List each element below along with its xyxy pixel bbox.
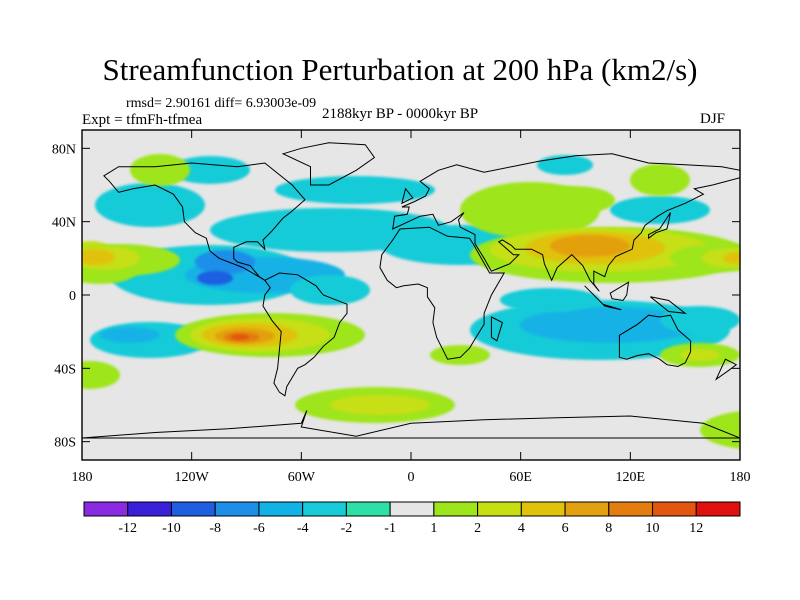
x-axis: 180 120W 60W 0 60E 120E 180 [72,130,751,485]
contour-region [537,155,593,175]
contour-region [630,164,690,196]
colorbar-label: -4 [297,521,309,536]
coastlines [82,142,740,439]
coastline [584,285,622,311]
colorbar-label: 4 [518,521,525,536]
colorbar-label: 10 [646,521,660,536]
contour-fields [82,154,740,449]
contour-region [290,275,370,305]
coastline [82,410,740,439]
contour-region [100,327,160,343]
x-tick-label: 120E [616,470,646,485]
coastline [392,153,740,292]
contour-region [723,252,740,264]
chart-title: Streamfunction Perturbation at 200 hPa (… [102,52,698,87]
colorbar-swatch [608,501,654,517]
y-tick-label: 40S [54,362,76,377]
contour-region [330,395,430,415]
coastline [648,212,671,240]
contour-region [82,249,115,265]
coastline [714,358,738,381]
colorbar-swatch [258,501,304,517]
colorbar-swatch [302,501,347,517]
colorbar-swatch [564,501,610,517]
y-tick-label: 0 [69,289,76,304]
colorbar-swatch [695,501,741,517]
x-tick-label: 180 [730,470,751,485]
colorbar-swatch [127,501,172,517]
coastline [490,316,503,342]
coastline [262,272,348,397]
colorbar-label: -10 [162,521,181,536]
x-tick-label: 180 [72,470,93,485]
colorbar-swatch [477,501,522,517]
experiment-label: Expt = tfmFh-tfmea [82,112,203,128]
colorbar-label: 6 [562,521,569,536]
x-tick-label: 60E [509,470,532,485]
colorbar-swatch [520,501,566,517]
y-tick-label: 40N [52,216,76,231]
contour-region [680,349,720,361]
colorbar-swatch [389,501,435,517]
contour-region [231,334,249,340]
contour-region [95,183,205,227]
colorbar-swatch [83,501,129,517]
colorbar-swatch [345,501,391,517]
period-label: 2188kyr BP - 0000kyr BP [322,106,479,122]
colorbar-label: 8 [605,521,612,536]
colorbar-label: -1 [384,521,396,536]
contour-region [197,271,233,285]
colorbar-label: -2 [341,521,353,536]
x-tick-label: 0 [408,470,415,485]
x-tick-label: 60W [288,470,316,485]
colorbar: -12 -10 -8 -6 -4 -2 -1 1 2 4 6 8 10 12 [83,501,741,536]
x-tick-label: 120W [175,470,210,485]
coastline [618,314,692,368]
y-axis: 80N 40N 0 40S 80S [52,142,740,451]
contour-region [430,345,490,365]
coastline [103,162,306,281]
contour-region [550,235,630,257]
colorbar-label: 2 [474,521,481,536]
y-tick-label: 80N [52,142,76,157]
contour-region [660,306,740,334]
colorbar-swatch [433,501,479,517]
y-tick-label: 80S [54,436,76,451]
coastline [650,296,687,314]
coastline [609,281,630,302]
coastline [281,142,376,186]
colorbar-swatch [170,501,216,517]
colorbar-swatch [214,501,260,517]
colorbar-swatch [652,501,697,517]
coastline [401,187,414,205]
colorbar-label: 12 [689,521,703,536]
contour-region [610,196,710,224]
rmsd-label: rmsd= 2.90161 diff= 6.93003e-09 [126,96,317,111]
contour-region [275,176,435,204]
contour-region [500,288,600,312]
colorbar-label: -12 [118,521,137,536]
contour-region [535,186,615,214]
season-label: DJF [700,111,726,127]
colorbar-label: -6 [253,521,265,536]
contour-region [82,361,120,389]
colorbar-label: 1 [430,521,437,536]
coastline [379,226,506,360]
contour-region [130,154,190,186]
contour-region [195,250,255,274]
colorbar-label: -8 [209,521,221,536]
